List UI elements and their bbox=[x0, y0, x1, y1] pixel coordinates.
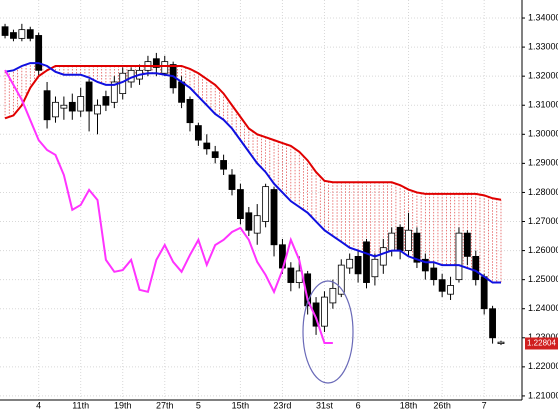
candle-body bbox=[480, 276, 488, 310]
candle-body bbox=[497, 341, 505, 345]
candle-body bbox=[245, 212, 253, 231]
y-tick-label: 1.28000 bbox=[528, 187, 558, 197]
candle-body bbox=[85, 81, 93, 112]
plot bbox=[1, 23, 505, 346]
candle-body bbox=[10, 32, 17, 39]
candle-body bbox=[455, 232, 463, 281]
candle-body bbox=[211, 151, 219, 158]
candle-body bbox=[43, 90, 51, 121]
cloud bbox=[4, 63, 502, 283]
candle-body bbox=[203, 142, 211, 150]
x-tick-label: 6 bbox=[356, 400, 361, 410]
indicator-line bbox=[4, 64, 502, 201]
candle-body bbox=[371, 258, 379, 278]
candle-body bbox=[421, 258, 429, 272]
y-tick-label: 1.22000 bbox=[528, 361, 558, 371]
y-tick-label: 1.34000 bbox=[528, 12, 558, 22]
axis-labels: 1.21000 1.22000 1.23000 1.24000 1.25000 1.260… bbox=[36, 12, 558, 410]
candle-body bbox=[68, 101, 76, 112]
candle-body bbox=[152, 58, 160, 68]
x-tick-label: 7 bbox=[482, 400, 487, 410]
candle-body bbox=[329, 287, 337, 304]
y-tick-label: 1.30000 bbox=[528, 129, 558, 139]
candle-body bbox=[52, 101, 59, 118]
candle-body bbox=[178, 81, 185, 103]
candle-body bbox=[438, 279, 446, 292]
candle-body bbox=[405, 229, 412, 251]
x-tick-label: 27th bbox=[156, 400, 174, 410]
y-tick-label: 1.33000 bbox=[528, 41, 558, 51]
candle-body bbox=[413, 232, 421, 263]
candle-body bbox=[220, 160, 227, 170]
candle-body bbox=[110, 81, 118, 103]
candle-body bbox=[1, 26, 9, 36]
indicator-line bbox=[4, 62, 501, 284]
y-tick-label: 1.21000 bbox=[528, 390, 558, 400]
candle-body bbox=[60, 104, 68, 109]
candle-body bbox=[186, 99, 194, 124]
y-tick-label: 1.27000 bbox=[528, 216, 558, 226]
candle-body bbox=[194, 125, 202, 141]
x-tick-label: 5 bbox=[196, 400, 201, 410]
candle-body bbox=[262, 186, 270, 222]
x-tick-label: 18th bbox=[400, 400, 418, 410]
candle-body bbox=[463, 232, 471, 257]
candle-body bbox=[228, 174, 236, 190]
y-tick-label: 1.24000 bbox=[528, 303, 558, 313]
candle-body bbox=[253, 215, 261, 234]
candle-body bbox=[94, 104, 101, 115]
indicator-line bbox=[4, 69, 333, 345]
candle-body bbox=[396, 226, 404, 251]
x-tick-label: 15th bbox=[232, 400, 250, 410]
y-tick-label: 1.31000 bbox=[528, 100, 558, 110]
candle-body bbox=[489, 308, 496, 339]
y-tick-label: 1.26000 bbox=[528, 245, 558, 255]
x-tick-label: 4 bbox=[36, 400, 41, 410]
candle-body bbox=[26, 29, 34, 39]
candle-body bbox=[388, 232, 396, 251]
candle-body bbox=[337, 264, 345, 295]
y-tick-label: 1.25000 bbox=[528, 274, 558, 284]
candle-body bbox=[430, 267, 438, 281]
candle-body bbox=[102, 96, 110, 106]
candle-body bbox=[287, 267, 295, 283]
y-tick-label: 1.32000 bbox=[528, 71, 558, 81]
candle-body bbox=[18, 29, 26, 39]
candle-body bbox=[312, 302, 320, 327]
x-tick-label: 23rd bbox=[273, 400, 291, 410]
highlight-ellipse bbox=[302, 280, 354, 384]
candle-body bbox=[363, 241, 370, 283]
candle-body bbox=[35, 35, 43, 71]
x-tick-label: 31st bbox=[316, 400, 334, 410]
last-price-label: 1.22804 bbox=[527, 339, 556, 348]
candle-body bbox=[346, 258, 354, 269]
candle-body bbox=[270, 189, 278, 246]
y-tick-label: 1.29000 bbox=[528, 158, 558, 168]
candle-body bbox=[161, 61, 169, 74]
candle-body bbox=[472, 255, 480, 281]
candle-body bbox=[77, 96, 85, 112]
x-tick-label: 19th bbox=[114, 400, 132, 410]
candle-body bbox=[447, 285, 454, 295]
candle-body bbox=[354, 255, 362, 275]
candle-body bbox=[321, 296, 328, 327]
x-tick-label: 11th bbox=[72, 400, 89, 410]
y-tick-label: 1.23000 bbox=[528, 332, 558, 342]
candle-body bbox=[379, 247, 387, 266]
candle-body bbox=[237, 189, 244, 220]
x-tick-label: 26th bbox=[433, 400, 451, 410]
last-price-box bbox=[525, 337, 558, 350]
